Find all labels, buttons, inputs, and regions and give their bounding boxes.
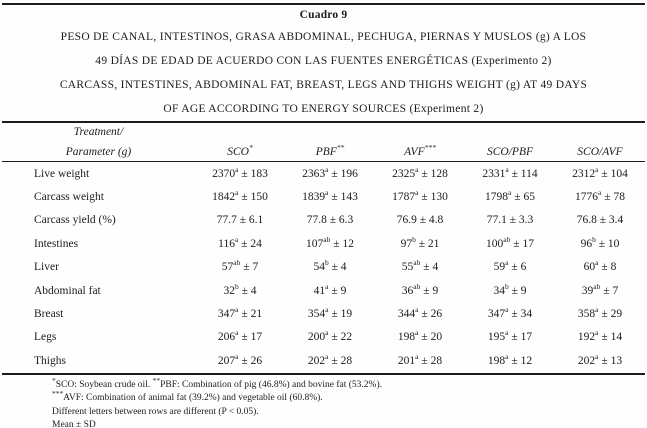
data-cell: 77.7 ± 6.1	[216, 214, 264, 227]
data-cell: 76.8 ± 3.4	[576, 214, 624, 227]
data-cell: 2325a ± 128	[392, 164, 448, 180]
data-cell: 347a ± 34	[487, 305, 533, 321]
row-label: Carcass weight	[34, 191, 104, 204]
header-columns: SCO* PBF** AVF*** SCO/PBF SCO/AVF	[195, 123, 645, 161]
column-header-sco-avf: SCO/AVF	[577, 146, 623, 158]
column-header-sco-pbf: SCO/PBF	[487, 146, 533, 158]
table-row: Thighs 207a ± 26 202a ± 28 201a ± 28 198a ± …	[2, 349, 645, 372]
data-cell: 59a ± 6	[493, 258, 527, 274]
data-cell: 2363a ± 196	[302, 164, 358, 180]
table-body: Live weight 2370a ± 183 2363a ± 196 2325a ±…	[2, 162, 645, 375]
footnote-line: Different letters between rows are diffe…	[52, 406, 259, 417]
row-label: Carcass yield (%)	[34, 214, 116, 227]
table-row: Intestines 116a ± 24 107ab ± 12 97b ± 21 100…	[2, 232, 645, 255]
data-cell: 1787a ± 130	[392, 188, 448, 204]
data-cell: 347a ± 21	[217, 305, 263, 321]
data-cell: 201a ± 28	[397, 351, 443, 367]
data-cell: 2312a ± 104	[572, 164, 628, 180]
table-header: Treatment/ Parameter (g) SCO* PBF** AVF***…	[2, 121, 645, 162]
row-label: Legs	[34, 331, 57, 344]
data-cell: 60a ± 8	[583, 258, 617, 274]
data-table: Treatment/ Parameter (g) SCO* PBF** AVF***…	[2, 121, 645, 375]
data-cell: 202a ± 13	[577, 351, 623, 367]
row-label: Intestines	[34, 237, 79, 250]
top-rule	[2, 3, 645, 5]
data-cell: 77.1 ± 3.3	[486, 214, 534, 227]
data-cell: 1842a ± 150	[212, 188, 268, 204]
column-header-pbf: PBF**	[315, 143, 345, 158]
table-row: Carcass weight 1842a ± 150 1839a ± 143 1787…	[2, 185, 645, 208]
row-label: Abdominal fat	[34, 284, 101, 297]
data-cell: 198a ± 20	[397, 328, 443, 344]
title-line-spanish-1: PESO DE CANAL, INTESTINOS, GRASA ABDOMIN…	[60, 31, 587, 43]
data-cell: 195a ± 17	[487, 328, 533, 344]
data-cell: 2370a ± 183	[212, 164, 268, 180]
data-cell: 200a ± 22	[307, 328, 353, 344]
footnote-line: Mean ± SD	[52, 420, 96, 428]
treatment-parameter-header: Treatment/ Parameter (g)	[2, 123, 195, 161]
footnote-line: ***AVF: Combination of animal fat (39.2%…	[52, 388, 323, 404]
data-cell: 96b ± 10	[580, 235, 620, 250]
row-label: Liver	[34, 261, 59, 274]
data-cell: 57ab ± 7	[221, 258, 259, 274]
data-cell: 354a ± 19	[307, 305, 353, 321]
column-header-avf: AVF***	[404, 143, 436, 158]
data-cell: 1798a ± 65	[485, 188, 535, 204]
row-label: Breast	[34, 308, 64, 321]
data-cell: 344a ± 26	[397, 305, 443, 321]
title-line-spanish-2: 49 DÍAS DE EDAD DE ACUERDO CON LAS FUENT…	[95, 55, 552, 67]
data-cell: 41a ± 9	[313, 281, 347, 297]
data-cell: 100ab ± 17	[486, 235, 534, 250]
data-cell: 34b ± 9	[493, 281, 527, 297]
data-cell: 202a ± 28	[307, 351, 353, 367]
data-cell: 358a ± 29	[577, 305, 623, 321]
data-cell: 36ab ± 9	[401, 281, 439, 297]
title-line-english-2: OF AGE ACCORDING TO ENERGY SOURCES (Expe…	[163, 103, 484, 115]
data-cell: 107ab ± 12	[306, 235, 354, 250]
data-cell: 55ab ± 4	[401, 258, 439, 274]
row-label: Live weight	[34, 167, 90, 180]
header-treatment-label: Treatment/	[73, 126, 124, 138]
footnotes: *SCO: Soybean crude oil. **PBF: Combinat…	[0, 375, 647, 428]
data-cell: 32b ± 4	[223, 281, 257, 297]
data-cell: 1839a ± 143	[302, 188, 358, 204]
data-cell: 198a ± 12	[487, 351, 533, 367]
data-cell: 39ab ± 7	[581, 281, 619, 297]
data-cell: 54b ± 4	[313, 258, 347, 274]
table-row: Carcass yield (%) 77.7 ± 6.1 77.8 ± 6.3 76.…	[2, 209, 645, 232]
header-parameter-label: Parameter (g)	[65, 146, 132, 158]
data-cell: 206a ± 17	[217, 328, 263, 344]
table-row: Legs 206a ± 17 200a ± 22 198a ± 20 195a ± 17…	[2, 326, 645, 349]
table-row: Live weight 2370a ± 183 2363a ± 196 2325a ±…	[2, 162, 645, 185]
data-cell: 207a ± 26	[217, 351, 263, 367]
data-cell: 1776a ± 78	[575, 188, 625, 204]
table-row: Liver 57ab ± 7 54b ± 4 55ab ± 4 59a ± 6 60a ±…	[2, 256, 645, 279]
table-row: Breast 347a ± 21 354a ± 19 344a ± 26 347a ± …	[2, 302, 645, 325]
footnote-line: *SCO: Soybean crude oil. **PBF: Combinat…	[52, 375, 382, 390]
title-line-english-1: CARCASS, INTESTINES, ABDOMINAL FAT, BREA…	[59, 79, 588, 91]
data-cell: 192a ± 14	[577, 328, 623, 344]
data-cell: 116a ± 24	[218, 235, 262, 250]
column-header-sco: SCO*	[227, 143, 253, 158]
row-label: Thighs	[34, 354, 66, 367]
data-cell: 97b ± 21	[400, 235, 440, 250]
table-caption: Cuadro 9	[299, 9, 348, 21]
table-row: Abdominal fat 32b ± 4 41a ± 9 36ab ± 9 34b ±…	[2, 279, 645, 302]
data-cell: 2331a ± 114	[482, 164, 538, 180]
data-cell: 77.8 ± 6.3	[306, 214, 354, 227]
data-cell: 76.9 ± 4.8	[396, 214, 444, 227]
